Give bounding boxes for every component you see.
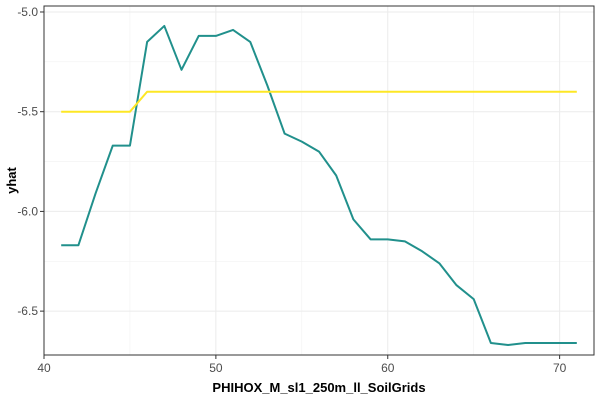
y-tick-label: -5.0 [17, 5, 38, 19]
plot-border [43, 5, 595, 356]
x-tick-label: 70 [553, 361, 567, 375]
x-axis-title: PHIHOX_M_sl1_250m_ll_SoilGrids [212, 380, 425, 395]
x-tick-label: 50 [209, 361, 223, 375]
y-tick-label: -6.0 [17, 204, 38, 218]
x-tick-label: 40 [37, 361, 51, 375]
y-tick-label: -5.5 [17, 105, 38, 119]
y-tick-label: -6.5 [17, 304, 38, 318]
series-lines [61, 24, 577, 347]
series-line-2 [61, 90, 577, 113]
plot-panel [44, 6, 594, 355]
minor-gridlines [44, 6, 594, 355]
x-axis-ticks: 40 50 60 70 [37, 355, 567, 375]
y-axis-title: yhat [4, 166, 19, 193]
series-line-1 [61, 24, 577, 347]
x-tick-label: 60 [381, 361, 395, 375]
y-axis-ticks: -6.5 -6.0 -5.5 -5.0 [17, 5, 44, 318]
major-gridlines [43, 6, 594, 355]
